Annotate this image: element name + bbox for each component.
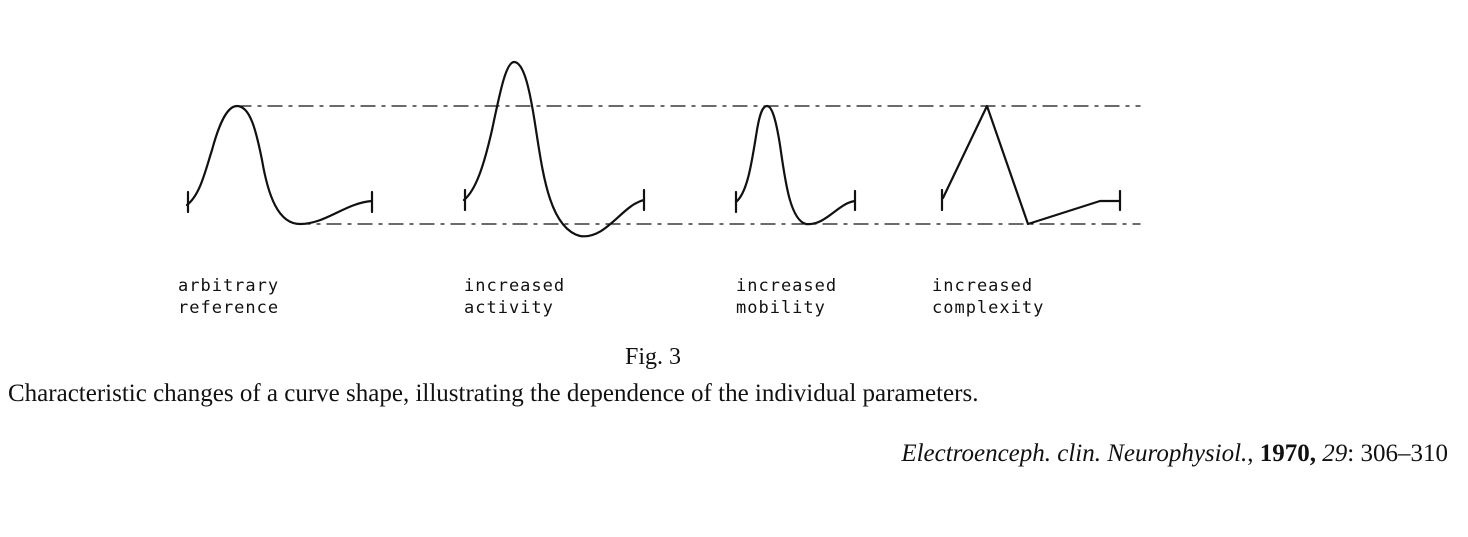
label-line: reference	[178, 298, 280, 318]
curve-increased-mobility	[734, 104, 857, 226]
curve-diagram	[185, 60, 1141, 238]
citation-year: 1970,	[1259, 440, 1317, 467]
label-increased-activity: increased activity	[464, 275, 565, 319]
citation-separator: ,	[1247, 440, 1260, 467]
label-arbitrary-reference: arbitrary reference	[178, 275, 279, 319]
label-increased-complexity: increased complexity	[932, 275, 1044, 319]
citation-volume: 29	[1322, 440, 1348, 467]
citation-pages: : 306–310	[1347, 440, 1448, 467]
citation-journal: Electroenceph. clin. Neurophysiol.	[901, 440, 1248, 467]
label-line: complexity	[932, 298, 1045, 318]
label-line: increased	[736, 276, 838, 296]
curve-increased-activity	[462, 60, 646, 238]
figure-3: arbitrary reference increased activity i…	[178, 60, 1141, 319]
label-increased-mobility: increased mobility	[736, 275, 837, 319]
figure-caption: Characteristic changes of a curve shape,…	[8, 380, 979, 407]
label-line: increased	[932, 276, 1034, 296]
curve-increased-complexity	[941, 104, 1122, 226]
label-line: increased	[464, 276, 566, 296]
label-line: arbitrary	[178, 276, 280, 296]
label-line: mobility	[736, 298, 826, 318]
citation: Electroenceph. clin. Neurophysiol., 1970…	[901, 438, 1448, 470]
label-line: activity	[464, 298, 554, 318]
figure-number: Fig. 3	[624, 344, 681, 370]
curve-arbitrary-reference	[185, 104, 374, 226]
